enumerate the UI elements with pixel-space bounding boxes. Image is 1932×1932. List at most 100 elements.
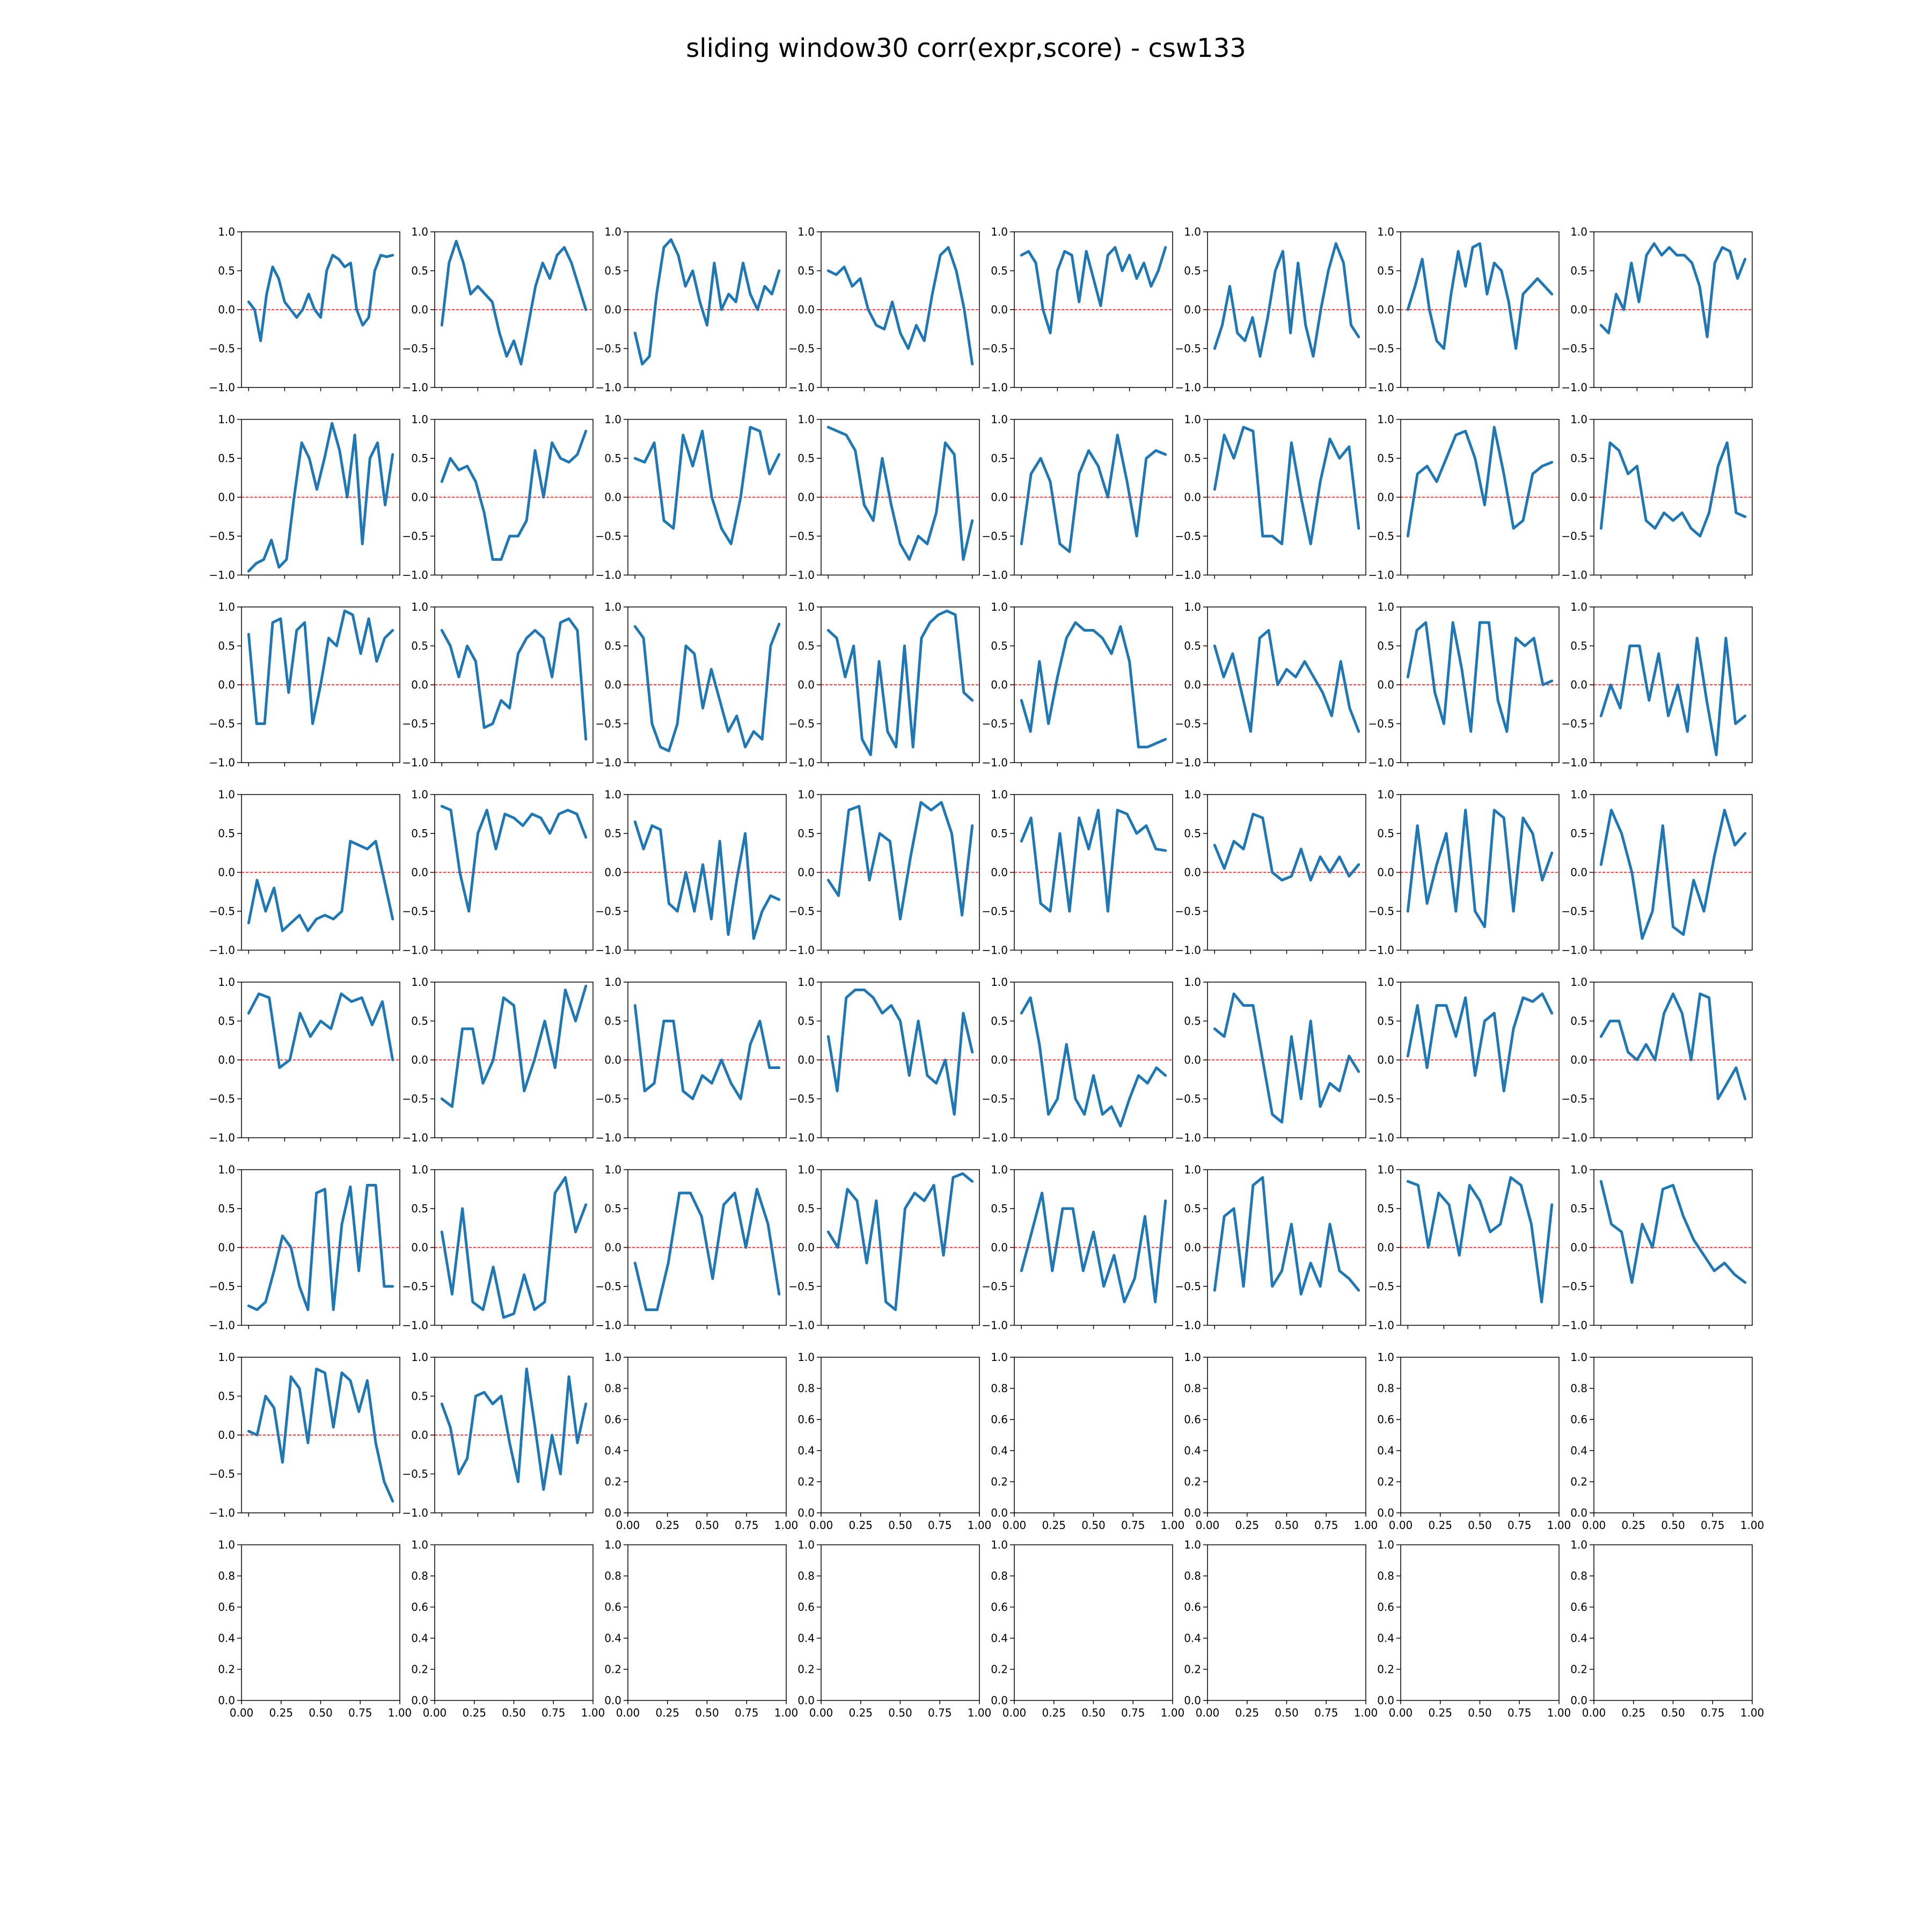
- y-tick-label: 0.0: [797, 1241, 815, 1254]
- subplot: 1.0 0.5 0.0 −0.5 −1.0: [402, 1351, 594, 1519]
- subplot: 1.0 0.5 0.0 −0.5 −1.0: [982, 1163, 1173, 1332]
- y-tick-label: 0.0: [1184, 303, 1201, 316]
- y-tick-label: −1.0: [1368, 1131, 1394, 1144]
- y-tick-label: 0.5: [604, 265, 621, 277]
- y-tick-label: 0.5: [604, 1202, 621, 1215]
- y-tick-label: −0.5: [1561, 905, 1587, 918]
- subplot: 1.0 0.5 0.0 −0.5 −1.0: [982, 788, 1173, 957]
- y-tick-label: −1.0: [402, 1506, 428, 1519]
- y-tick-label: 0.5: [218, 265, 235, 277]
- y-tick-label: 0.0: [1377, 866, 1394, 879]
- y-tick-label: 0.6: [1570, 1413, 1587, 1426]
- series-line: [633, 238, 781, 365]
- y-tick-label: 0.8: [1377, 1570, 1394, 1583]
- y-tick-label: 0.0: [218, 678, 235, 691]
- x-tick-label: 0.50: [1275, 1707, 1299, 1719]
- y-tick-label: 0.0: [604, 1053, 621, 1066]
- y-tick-label: 1.0: [1377, 413, 1394, 426]
- x-tick-label: 0.50: [888, 1707, 912, 1719]
- series-line: [247, 840, 394, 932]
- y-tick-label: 1.0: [797, 976, 815, 989]
- x-tick-label: 1.00: [1354, 1519, 1378, 1532]
- y-tick-label: 0.2: [1184, 1663, 1201, 1676]
- y-tick-label: 1.0: [218, 601, 235, 613]
- y-tick-label: 1.0: [1570, 225, 1587, 238]
- y-tick-label: −0.5: [982, 342, 1008, 355]
- subplot: 1.0 0.8 0.6 0.4 0.2 0.00.00 0.25 0.50 0.75 1.00: [604, 1351, 798, 1532]
- series-line: [440, 617, 588, 741]
- y-tick-label: 0.5: [991, 1015, 1008, 1028]
- y-tick-label: −0.5: [209, 718, 235, 730]
- y-tick-label: 0.5: [218, 1015, 235, 1028]
- y-tick-label: −0.5: [402, 530, 428, 543]
- y-tick-label: 0.6: [218, 1601, 235, 1614]
- y-tick-label: 1.0: [1184, 1163, 1201, 1176]
- y-tick-label: 0.0: [218, 1053, 235, 1066]
- series-line: [440, 429, 588, 561]
- y-tick-label: −0.5: [1368, 718, 1394, 730]
- y-tick-label: −1.0: [209, 1131, 235, 1144]
- series-line: [1213, 992, 1360, 1124]
- y-tick-label: 0.2: [1184, 1475, 1201, 1488]
- subplot: 1.0 0.5 0.0 −0.5 −1.0: [209, 976, 400, 1144]
- y-tick-label: 0.0: [604, 491, 621, 504]
- y-tick-label: 0.0: [604, 678, 621, 691]
- x-tick-label: 0.50: [695, 1519, 719, 1532]
- y-tick-label: 0.8: [991, 1382, 1008, 1395]
- y-tick-label: 0.0: [1377, 678, 1394, 691]
- y-tick-label: 0.5: [1570, 1202, 1587, 1215]
- x-tick-label: 0.75: [735, 1707, 759, 1719]
- series-line: [1599, 809, 1747, 940]
- y-tick-label: −1.0: [209, 1319, 235, 1332]
- y-tick-label: 0.6: [1184, 1601, 1201, 1614]
- y-tick-label: −0.5: [1368, 1280, 1394, 1293]
- subplot: 1.0 0.8 0.6 0.4 0.2 0.00.00 0.25 0.50 0.75 1.00: [411, 1539, 605, 1719]
- y-tick-label: 1.0: [1184, 225, 1201, 238]
- y-tick-label: 1.0: [604, 976, 621, 989]
- series-line: [247, 1184, 394, 1311]
- y-tick-label: −1.0: [1175, 756, 1201, 769]
- y-tick-label: 1.0: [411, 976, 428, 989]
- y-tick-label: −1.0: [1175, 569, 1201, 582]
- x-tick-label: 0.50: [1468, 1707, 1492, 1719]
- y-tick-label: −0.5: [1368, 1093, 1394, 1106]
- subplot: 1.0 0.8 0.6 0.4 0.2 0.00.00 0.25 0.50 0.75 1.00: [1570, 1351, 1764, 1532]
- series-line: [1213, 1176, 1360, 1296]
- y-tick-label: 1.0: [1184, 976, 1201, 989]
- y-tick-label: 1.0: [1377, 976, 1394, 989]
- y-tick-label: −0.5: [982, 905, 1008, 918]
- subplot: 1.0 0.5 0.0 −0.5 −1.0: [1175, 976, 1366, 1144]
- subplot: 1.0 0.5 0.0 −0.5 −1.0: [982, 413, 1173, 582]
- subplot: 1.0 0.8 0.6 0.4 0.2 0.00.00 0.25 0.50 0.75 1.00: [1377, 1351, 1571, 1532]
- y-tick-label: 0.5: [797, 640, 815, 653]
- y-tick-label: −1.0: [982, 944, 1008, 957]
- subplot: 1.0 0.5 0.0 −0.5 −1.0: [595, 413, 787, 582]
- y-tick-label: 0.0: [991, 491, 1008, 504]
- y-tick-label: 0.0: [411, 1241, 428, 1254]
- y-tick-label: 1.0: [604, 1351, 621, 1364]
- y-tick-label: 0.5: [1570, 827, 1587, 840]
- series-line: [1020, 621, 1167, 749]
- x-tick-label: 0.25: [269, 1707, 293, 1719]
- y-tick-label: 0.0: [218, 491, 235, 504]
- y-tick-label: 1.0: [1184, 1539, 1201, 1552]
- x-tick-label: 0.75: [1701, 1707, 1725, 1719]
- y-tick-label: 0.0: [1184, 491, 1201, 504]
- y-tick-label: 0.0: [991, 303, 1008, 316]
- y-tick-label: −1.0: [788, 756, 815, 769]
- subplot: 1.0 0.5 0.0 −0.5 −1.0: [209, 413, 400, 582]
- y-tick-label: −0.5: [402, 905, 428, 918]
- y-tick-label: 0.4: [1377, 1444, 1394, 1457]
- x-tick-label: 0.50: [1081, 1707, 1106, 1719]
- y-tick-label: 0.5: [1184, 1015, 1201, 1028]
- y-tick-label: 0.0: [1184, 1506, 1201, 1519]
- y-tick-label: 0.4: [1184, 1444, 1201, 1457]
- x-tick-label: 0.75: [1507, 1519, 1532, 1532]
- axes-frame: [1400, 1544, 1560, 1701]
- x-tick-label: 0.00: [1196, 1707, 1220, 1719]
- y-tick-label: −1.0: [402, 569, 428, 582]
- y-tick-label: −1.0: [402, 1319, 428, 1332]
- series-line: [633, 1004, 781, 1100]
- x-tick-label: 0.75: [1121, 1519, 1145, 1532]
- y-tick-label: −0.5: [1368, 342, 1394, 355]
